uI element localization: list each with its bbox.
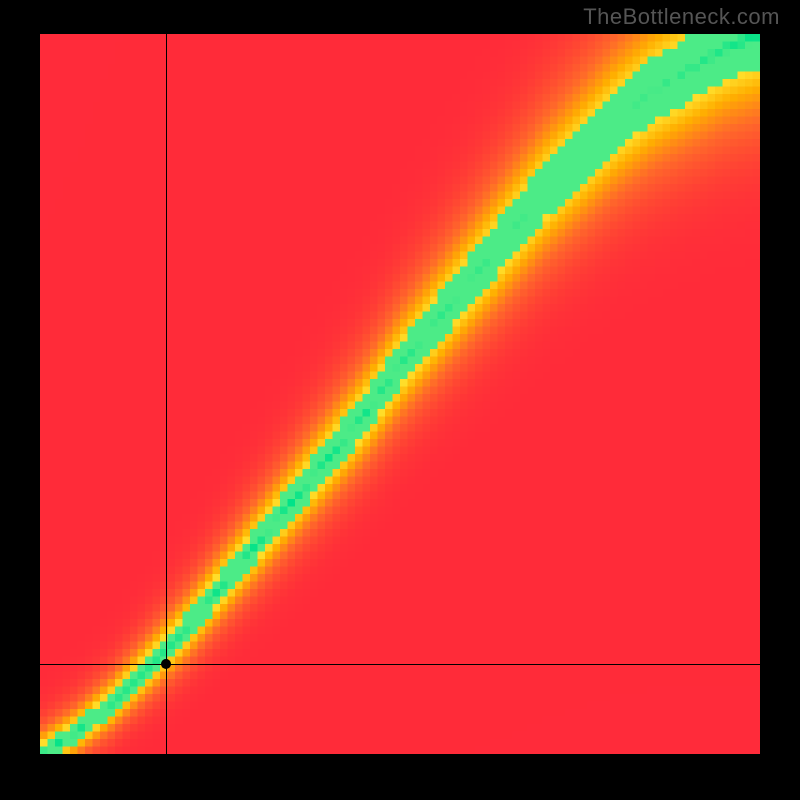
heatmap-canvas [40,34,760,754]
crosshair-vertical [166,34,167,754]
heatmap-plot [40,34,760,754]
chart-container: { "watermark": { "text": "TheBottleneck.… [0,0,800,800]
watermark-text: TheBottleneck.com [583,4,780,30]
crosshair-horizontal [40,664,760,665]
